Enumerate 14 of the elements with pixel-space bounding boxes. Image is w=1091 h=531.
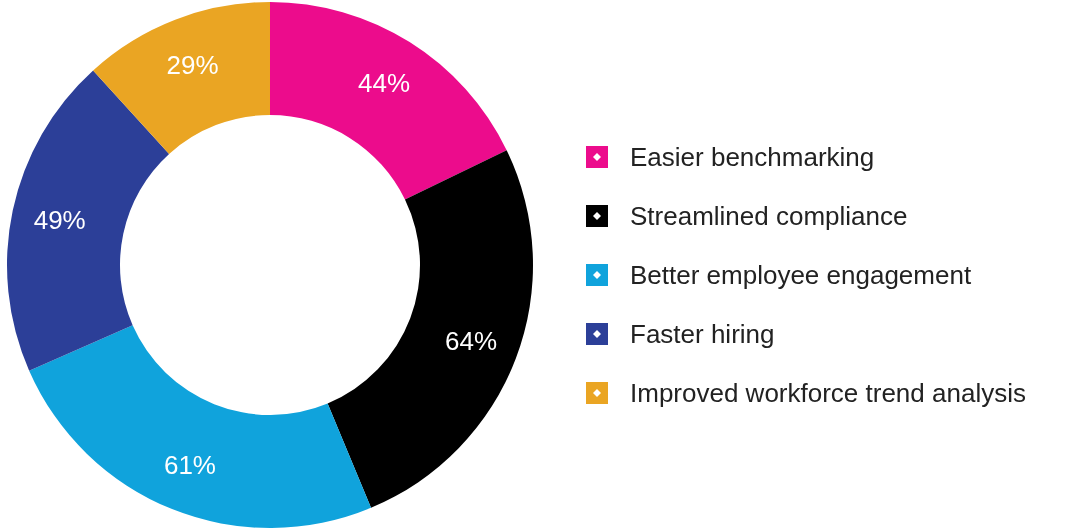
data-label: 29%	[166, 49, 219, 80]
legend-label: Better employee engagement	[630, 260, 972, 291]
donut-slice	[327, 150, 533, 508]
legend-label: Faster hiring	[630, 319, 775, 350]
data-label: 64%	[445, 326, 498, 357]
data-label: 44%	[358, 67, 411, 98]
data-label: 49%	[33, 205, 86, 236]
donut-slice	[29, 325, 372, 528]
legend-label: Streamlined compliance	[630, 201, 908, 232]
data-label: 61%	[163, 449, 216, 480]
legend-label: Easier benchmarking	[630, 142, 875, 173]
donut-slice	[270, 2, 507, 200]
donut-slice	[93, 2, 270, 154]
legend-label: Improved workforce trend analysis	[630, 378, 1026, 409]
